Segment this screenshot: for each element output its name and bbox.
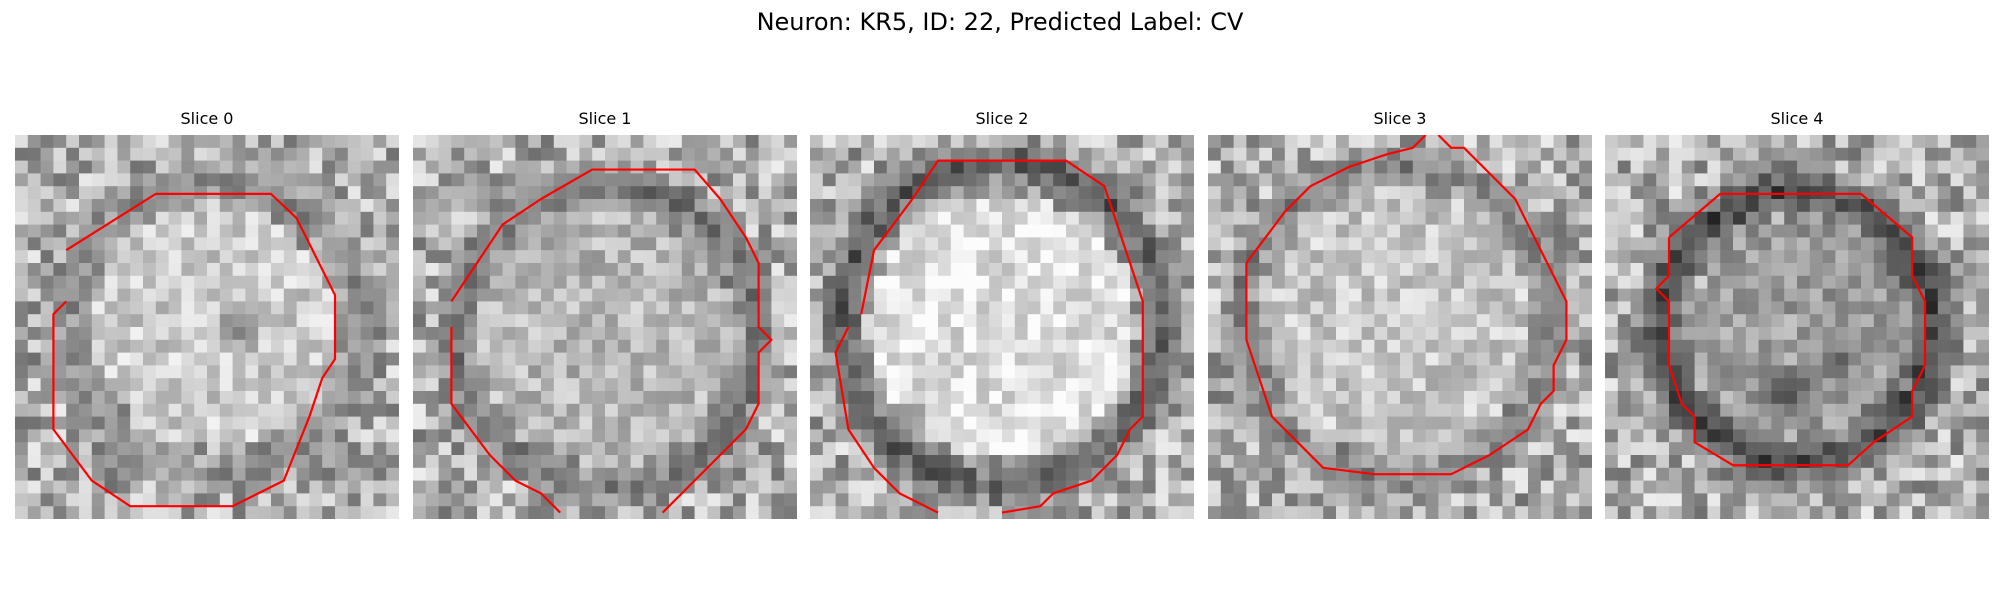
grayscale-pixel-grid (413, 135, 797, 519)
segmentation-contour (450, 327, 561, 514)
grayscale-pixel-grid (1605, 135, 1989, 519)
figure-title: Neuron: KR5, ID: 22, Predicted Label: CV (756, 8, 1244, 36)
slice-title: Slice 0 (180, 109, 234, 128)
grayscale-pixel-grid (15, 135, 399, 519)
segmentation-contour (834, 326, 939, 514)
slice-image (15, 135, 399, 519)
slice-image (810, 135, 1194, 519)
slice-image (1208, 135, 1592, 519)
slice-image (413, 135, 797, 519)
segmentation-contour (860, 159, 1144, 514)
slice-title: Slice 1 (578, 109, 632, 128)
grayscale-pixel-grid (810, 135, 1194, 519)
slice-title: Slice 4 (1770, 109, 1824, 128)
segmentation-contour (1655, 192, 1927, 467)
segmentation-contour (1245, 135, 1427, 264)
grayscale-pixel-grid (1208, 135, 1592, 519)
slice-title: Slice 3 (1373, 109, 1427, 128)
segmentation-contour (1245, 135, 1568, 476)
slice-title: Slice 2 (975, 109, 1029, 128)
slice-image (1605, 135, 1989, 519)
segmentation-contour (450, 168, 773, 514)
segmentation-contour (52, 192, 337, 508)
